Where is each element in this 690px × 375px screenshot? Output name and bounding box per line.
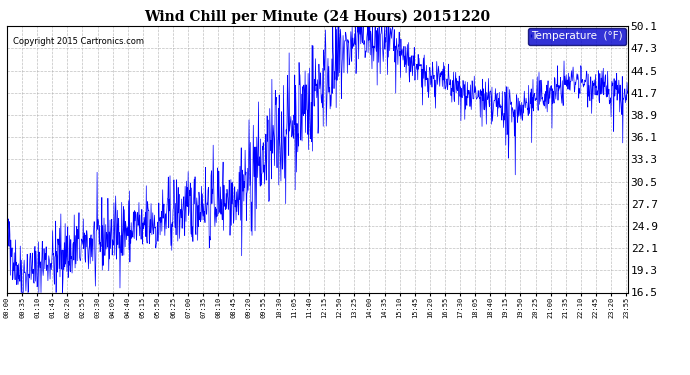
Legend: Temperature  (°F): Temperature (°F) [528,28,626,45]
Title: Wind Chill per Minute (24 Hours) 20151220: Wind Chill per Minute (24 Hours) 2015122… [144,9,491,24]
Text: Copyright 2015 Cartronics.com: Copyright 2015 Cartronics.com [13,37,144,46]
